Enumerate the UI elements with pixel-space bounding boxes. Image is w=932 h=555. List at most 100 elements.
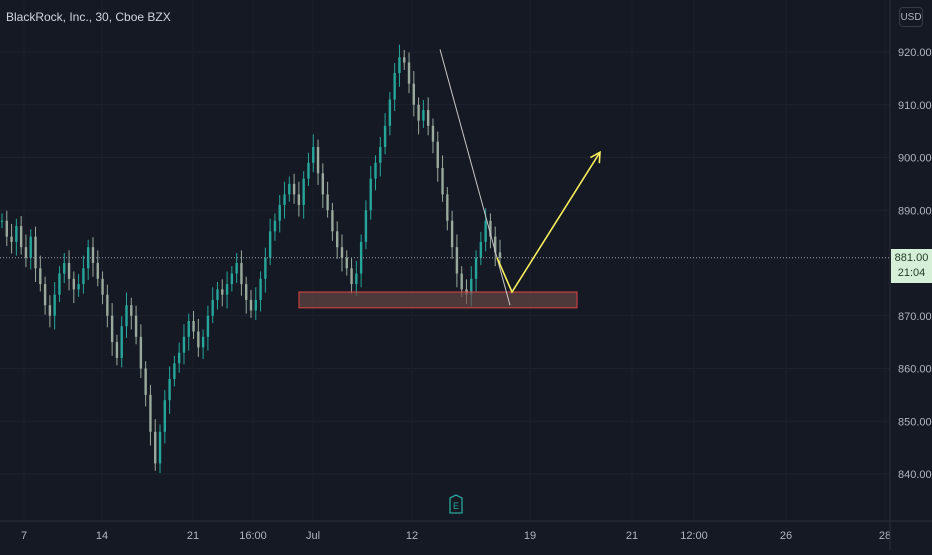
candle-body xyxy=(388,99,392,126)
candle-body xyxy=(24,247,28,258)
candle-body xyxy=(316,146,320,174)
candle-body xyxy=(417,104,420,121)
candle-body xyxy=(134,315,138,337)
candle-body xyxy=(335,231,339,248)
candle-body xyxy=(259,278,262,300)
y-tick-label: 910.00 xyxy=(898,100,932,112)
candle-body xyxy=(235,263,238,274)
x-tick-label: 28 xyxy=(879,530,891,542)
candle-body xyxy=(403,57,406,63)
earnings-icon[interactable]: E xyxy=(449,494,463,514)
x-tick-label: 21 xyxy=(187,530,199,542)
candle-body xyxy=(450,220,454,248)
candle-body xyxy=(29,236,32,258)
candle-body xyxy=(283,194,286,205)
candle-body xyxy=(67,263,71,279)
candle-body xyxy=(77,284,80,290)
last-price-value: 881.00 xyxy=(894,252,929,264)
candle-body xyxy=(154,431,157,464)
candle-body xyxy=(422,110,425,121)
candle-body xyxy=(86,247,90,269)
candle-body xyxy=(144,368,147,395)
candle-body xyxy=(101,278,104,295)
candle-body xyxy=(245,284,248,300)
candle-body xyxy=(201,336,205,348)
candle-body xyxy=(5,220,8,237)
candle-body xyxy=(149,394,152,432)
candle-body xyxy=(225,284,229,295)
candle-body xyxy=(455,247,459,274)
candle-body xyxy=(91,247,95,263)
candle-body xyxy=(498,252,502,258)
bar-countdown: 21:04 xyxy=(897,267,926,279)
candle-body xyxy=(273,220,277,232)
candle-body xyxy=(436,141,439,169)
candle-body xyxy=(197,331,200,348)
candle-body xyxy=(345,257,348,269)
candle-body xyxy=(470,278,473,295)
currency-button[interactable]: USD xyxy=(899,7,923,27)
candle-body xyxy=(479,241,483,258)
candle-body xyxy=(446,194,449,221)
candle-body xyxy=(383,125,387,147)
candles xyxy=(0,44,502,473)
candle-body xyxy=(58,273,61,295)
projection-path[interactable] xyxy=(496,151,601,294)
candle-body xyxy=(307,162,310,179)
candle-body xyxy=(350,268,353,285)
candle-body xyxy=(96,263,99,279)
candle-body xyxy=(278,204,281,221)
candle-body xyxy=(115,342,119,358)
candle-body xyxy=(264,257,267,279)
y-tick-label: 890.00 xyxy=(898,205,932,217)
candle-body xyxy=(460,273,463,290)
candle-body xyxy=(489,220,492,237)
candle-body xyxy=(120,326,123,358)
candle-body xyxy=(407,62,411,84)
candle-body xyxy=(206,315,210,337)
candle-body xyxy=(312,146,315,163)
x-tick-label: 12:00 xyxy=(680,530,708,542)
candle-body xyxy=(187,321,190,337)
candle-body xyxy=(441,168,444,195)
x-tick-label: 26 xyxy=(780,530,792,542)
candle-body xyxy=(240,263,243,285)
candle-body xyxy=(39,268,42,285)
candle-body xyxy=(221,289,224,295)
candle-body xyxy=(359,241,363,274)
candle-body xyxy=(426,110,430,126)
y-tick-label: 860.00 xyxy=(898,364,932,376)
candle-body xyxy=(34,236,37,269)
x-tick-label: 7 xyxy=(21,530,27,542)
candle-body xyxy=(230,273,234,285)
candle-body xyxy=(369,178,372,211)
candle-body xyxy=(110,315,114,343)
candle-body xyxy=(192,321,195,332)
candle-body xyxy=(177,352,181,364)
candle-body xyxy=(211,299,214,316)
candle-body xyxy=(63,263,66,274)
candle-body xyxy=(340,247,344,258)
candle-body xyxy=(173,363,176,380)
candle-body xyxy=(130,305,133,316)
candle-body xyxy=(268,231,272,258)
candle-body xyxy=(484,220,487,242)
candle-body xyxy=(374,162,377,179)
candle-body xyxy=(48,305,52,316)
candle-body xyxy=(326,194,329,211)
candle-body xyxy=(43,284,47,306)
symbol-title[interactable]: BlackRock, Inc., 30, Cboe BZX xyxy=(6,10,171,24)
projection-arrow-head xyxy=(590,150,601,164)
candle-body xyxy=(106,294,109,316)
support-zone-rectangle[interactable] xyxy=(298,291,578,309)
candle-body xyxy=(15,226,18,242)
candle-body xyxy=(474,257,478,279)
y-tick-label: 900.00 xyxy=(898,153,932,165)
candle-body xyxy=(163,400,167,432)
x-tick-label: 16:00 xyxy=(239,530,267,542)
candle-body xyxy=(216,289,219,300)
candle-body xyxy=(82,268,85,285)
drawings[interactable] xyxy=(0,49,890,309)
